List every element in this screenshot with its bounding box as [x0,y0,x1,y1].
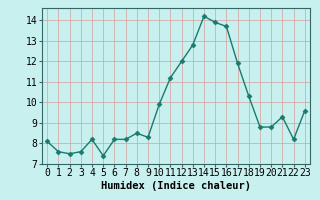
X-axis label: Humidex (Indice chaleur): Humidex (Indice chaleur) [101,181,251,191]
